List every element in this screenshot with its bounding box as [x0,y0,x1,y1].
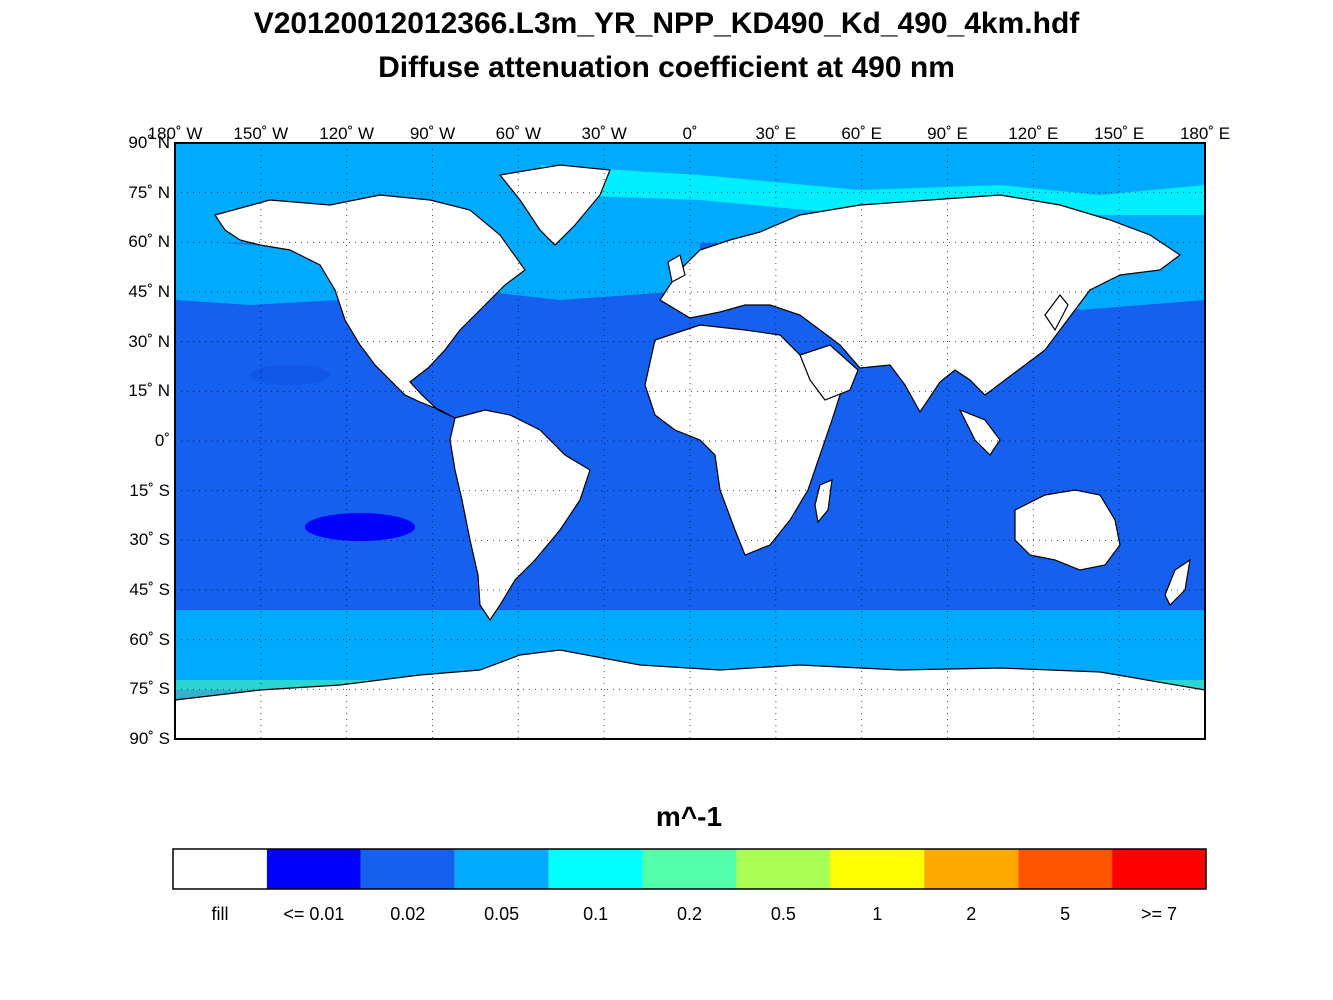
lon-tick-label: 150˚ W [233,124,289,143]
lat-tick-label: 45˚ N [128,282,170,301]
uk [667,254,686,283]
lon-tick-label: 90˚ W [409,124,456,143]
colorbar-label: 0.1 [583,904,609,924]
lon-tick-label: 90˚ E [927,124,968,143]
colorbar-label: <= 0.01 [283,904,345,924]
north-pacific-gyre [250,365,330,385]
colorbar-label: 0.05 [484,904,520,924]
colorbar-label: 2 [966,904,977,924]
land-masses [175,164,1205,739]
lon-tick-label: 30˚ W [581,124,627,143]
lon-tick-label: 120˚ W [319,124,375,143]
colorbar-swatch [548,849,643,889]
southeast-asia [958,408,1001,456]
lat-tick-label: 45˚ S [129,580,170,599]
colorbar-label: 5 [1060,904,1071,924]
lon-tick-label: 150˚ E [1094,124,1145,143]
africa [644,324,841,556]
colorbar-label: 0.5 [770,904,796,924]
colorbar-label: 0.2 [676,904,703,924]
north-atlantic-band [470,230,700,300]
south-pacific-gyre [305,513,415,541]
lon-tick-label: 180˚ W [147,124,203,143]
lon-tick-label: 180˚ E [1179,124,1231,143]
lat-tick-label: 60˚ N [128,232,170,252]
lat-tick-label: 15˚ S [129,480,170,500]
colorbar-swatch [173,849,267,889]
colorbar-swatch [360,849,455,889]
lat-tick-label: 30˚ S [129,530,170,550]
new-zealand [1164,558,1191,607]
lon-tick-label: 120˚ E [1008,124,1059,143]
map-frame [174,142,1206,740]
map-title-variable: Diffuse attenuation coefficient at 490 n… [378,51,955,84]
colorbar-swatch [642,849,737,889]
graticule [175,143,1205,739]
antarctica [175,649,1205,739]
colorbar-swatch [1018,849,1113,889]
colorbar-swatch [266,849,361,889]
north-pacific-band [175,240,340,305]
lat-tick-label: 15˚ N [128,381,170,401]
lat-tick-label: 75˚ S [129,679,170,699]
japan [1044,294,1069,332]
lat-tick-label: 90˚ S [129,729,170,748]
colorbar-frame [172,848,1207,890]
south-america [449,409,591,622]
eurasia [659,194,1182,414]
greenland [498,164,611,246]
colorbar-swatch [454,849,549,889]
colorbar-label: 0.02 [390,904,426,924]
colorbar-label: fill [211,904,229,924]
colorbar-swatch [830,849,925,889]
lon-tick-label: 60˚ E [841,124,882,143]
map-title-filename: V20120012012366.L3m_YR_NPP_KD490_Kd_490_… [253,7,1080,40]
colorbar-label: 1 [872,904,883,924]
colorbar-units: m^-1 [655,801,723,832]
colorbar [173,849,1206,889]
lat-tick-label: 75˚ N [128,182,170,202]
colorbar-swatch [1112,849,1206,889]
north-america [214,194,526,419]
lat-tick-label: 60˚ S [129,629,170,649]
lat-tick-label: 30˚ N [128,331,170,351]
colorbar-swatch [736,849,831,889]
lat-tick-label: 0˚ [154,431,170,450]
colorbar-swatch [924,849,1019,889]
arabia [799,344,859,401]
madagascar [814,479,833,524]
lon-tick-label: 60˚ W [495,124,541,143]
lat-tick-label: 90˚ N [128,133,170,152]
lon-tick-label: 30˚ E [755,124,797,143]
colorbar-label: >= 7 [1141,904,1178,924]
lon-tick-label: 0˚ [682,124,698,143]
